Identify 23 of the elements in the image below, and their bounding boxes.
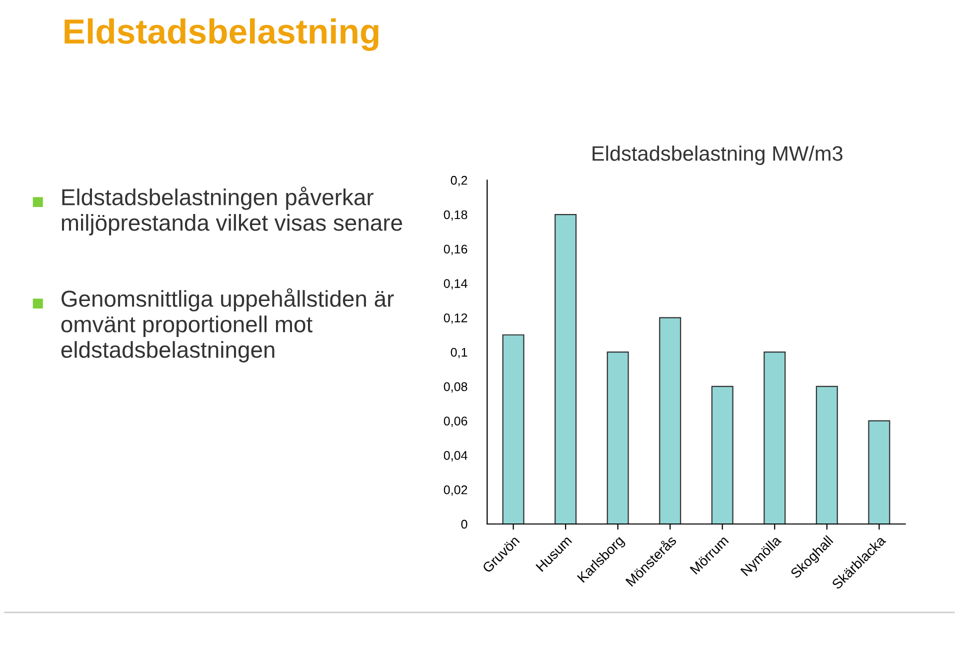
y-tick-label: 0,04 — [444, 451, 468, 462]
y-tick-label: 0,02 — [444, 485, 468, 496]
y-tick-label: 0,14 — [444, 279, 468, 290]
bar — [816, 386, 838, 524]
bar — [606, 352, 629, 524]
chart-title: Eldstadsbelastning — [64, 18, 378, 51]
y-tick-label: 0,18 — [444, 210, 468, 221]
text: Eldstadsbelastningen påverkar miljöprestanda vilket visas senare — [62, 186, 402, 236]
bar — [502, 334, 524, 524]
bar — [554, 214, 577, 524]
chart-subtitle: Eldstadsbelastning MW/m3 — [592, 146, 842, 166]
y-tick-label: 0,16 — [444, 244, 468, 256]
y-tick-label: 0,12 — [444, 313, 468, 324]
y-tick-label: 0,1 — [450, 348, 468, 358]
y-tick-label: 0 — [461, 520, 468, 529]
bar — [659, 317, 682, 524]
y-tick-label: 0,06 — [444, 416, 468, 427]
bar — [711, 386, 734, 524]
text: Genomsnittliga uppehållstiden är omvänt proportionell mot eldstadsbelastningen — [61, 288, 394, 362]
y-tick-label: 0,2 — [450, 176, 468, 186]
bar — [868, 420, 890, 524]
y-tick-label: 0,08 — [444, 382, 468, 393]
bar — [764, 352, 786, 524]
